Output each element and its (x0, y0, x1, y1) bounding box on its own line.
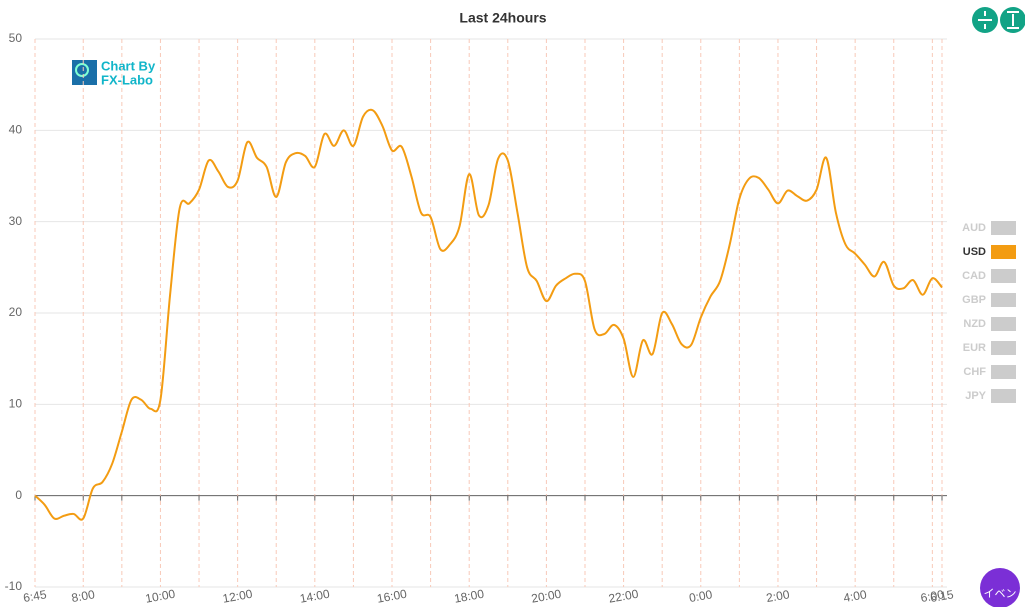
legend-label: EUR (963, 342, 986, 354)
event-button[interactable]: イベン (980, 568, 1020, 607)
y-tick-label: 30 (9, 214, 23, 228)
legend-swatch (991, 341, 1016, 355)
legend-swatch (991, 317, 1016, 331)
legend-swatch (991, 245, 1016, 259)
legend-label: AUD (962, 222, 986, 234)
legend-label: GBP (962, 294, 986, 306)
y-tick-label: 50 (9, 31, 23, 45)
legend-label: CHF (963, 366, 986, 378)
icon (978, 11, 992, 29)
y-tick-label: 20 (9, 305, 23, 319)
x-tick-label: 0:00 (688, 587, 714, 605)
y-tick-label: -10 (5, 579, 23, 593)
logo-icon (75, 63, 89, 77)
legend-swatch (991, 293, 1016, 307)
legend-label: NZD (963, 318, 986, 330)
x-tick-label: 18:00 (453, 587, 485, 606)
legend-swatch (991, 389, 1016, 403)
x-tick-label: 4:00 (842, 587, 868, 605)
legend-label: CAD (962, 270, 986, 282)
legend-swatch (991, 221, 1016, 235)
x-tick-label: 22:00 (607, 587, 639, 606)
toolbar[interactable] (972, 7, 1025, 33)
x-tick-label: 6:00 (919, 587, 945, 605)
y-tick-label: 10 (9, 397, 23, 411)
x-tick-label: 6:45 (22, 587, 48, 605)
legend-label: USD (963, 246, 986, 258)
legend-swatch (991, 365, 1016, 379)
event-button-bg[interactable] (980, 568, 1020, 607)
y-tick-label: 0 (15, 488, 22, 502)
x-tick-label: 12:00 (221, 587, 253, 606)
chart-title: Last 24hours (459, 10, 546, 26)
legend-swatch (991, 269, 1016, 283)
logo-text: Chart By (101, 58, 156, 73)
logo: Chart By FX-Labo (72, 58, 156, 87)
x-tick-label: 8:00 (70, 587, 96, 605)
y-tick-label: 40 (9, 123, 23, 137)
x-tick-label: 2:00 (765, 587, 791, 605)
x-tick-label: 20:00 (530, 587, 562, 606)
legend-label: JPY (965, 390, 986, 402)
line (34, 108, 943, 521)
x-tick-label: 10:00 (144, 587, 176, 606)
x-tick-label: 14:00 (299, 587, 331, 606)
icon (1007, 11, 1019, 29)
event-button-label: イベン (984, 588, 1017, 600)
x-tick-label: 6:15 (929, 587, 955, 605)
x-tick-label: 16:00 (376, 587, 408, 606)
logo-text: FX-Labo (101, 72, 153, 87)
